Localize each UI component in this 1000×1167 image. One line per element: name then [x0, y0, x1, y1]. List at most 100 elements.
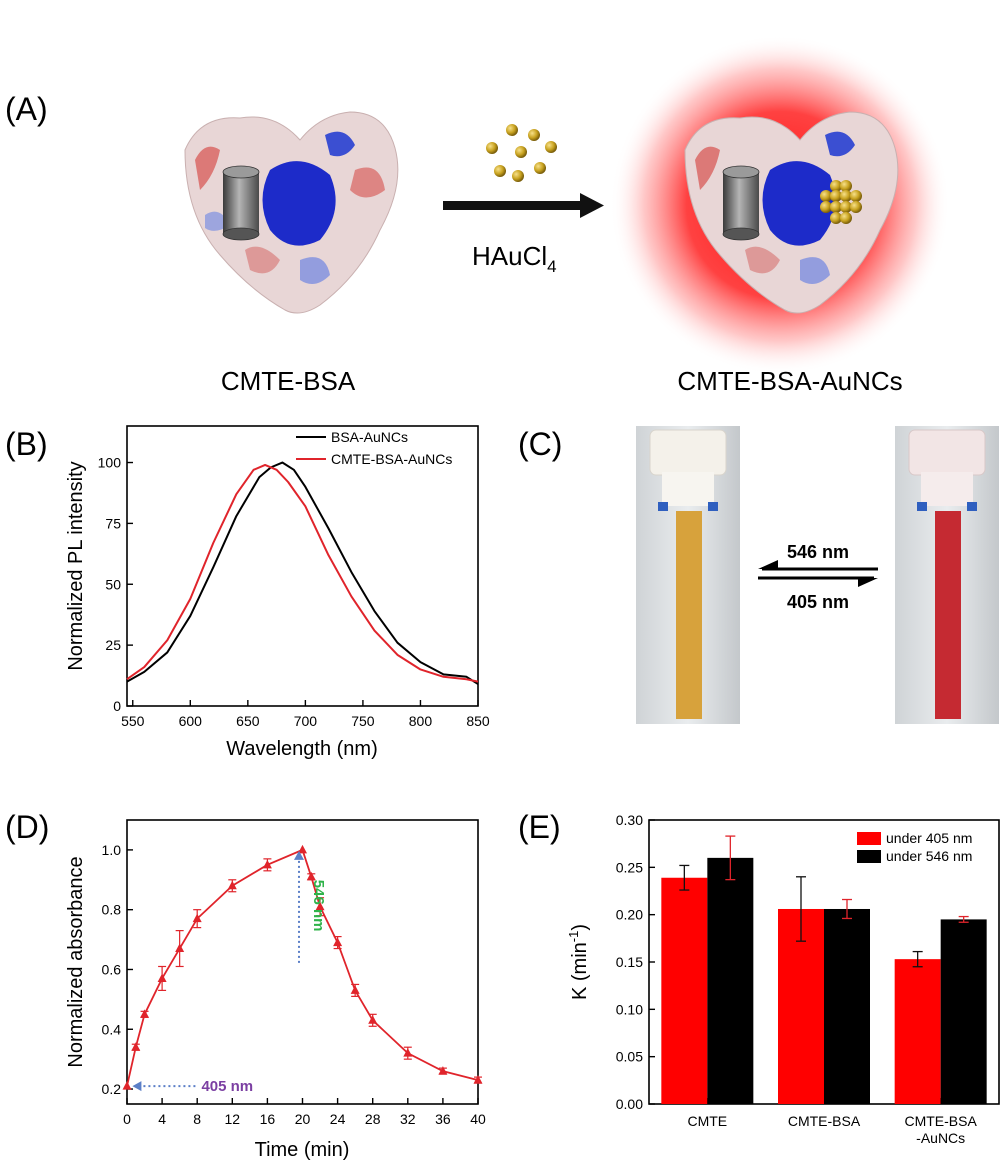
- chart-b-ylabel: Normalized PL intensity: [65, 461, 87, 670]
- x-tick-label: 550: [121, 713, 145, 729]
- y-tick-label: 0.10: [616, 1001, 643, 1017]
- panel-d-label: (D): [5, 809, 49, 845]
- x-tick-label: 650: [236, 713, 260, 729]
- y-tick-label: 0.20: [616, 907, 643, 923]
- equilibrium-arrows-icon: [758, 560, 878, 587]
- cuvette-red-image: [895, 426, 999, 724]
- x-tick-label: 600: [179, 713, 203, 729]
- x-tick-label: 700: [294, 713, 318, 729]
- data-point: [333, 937, 343, 947]
- x-tick-label: 4: [158, 1111, 166, 1127]
- legend-label: BSA-AuNCs: [331, 429, 408, 445]
- cylinder-icon: [722, 165, 760, 241]
- panel-b: (B) 550 600 650 700 750 800 850 0 25 50 75 100 BSA-…: [5, 425, 490, 760]
- annotation-405: 405 nm: [201, 1078, 253, 1095]
- chart-d-xlabel: Time (min): [255, 1139, 350, 1161]
- chart-b-ticks: 550 600 650 700 750 800 850 0 25 50 75 100: [98, 455, 490, 729]
- x-tick-label: 32: [400, 1111, 416, 1127]
- y-tick-label: 0.2: [102, 1081, 122, 1097]
- chart-d-ticks: 0 4 8 12 16 20 24 28 32 36 40 0.2 0.4 0.6 0.8 1.0: [102, 842, 486, 1127]
- legend-label: under 546 nm: [886, 848, 972, 864]
- legend-label: under 405 nm: [886, 830, 972, 846]
- data-point: [306, 871, 316, 881]
- arrow-label-546: 546 nm: [787, 542, 849, 562]
- gold-cluster-icon: [820, 180, 862, 224]
- arrow-head-icon: [293, 850, 304, 860]
- x-tick-label: 850: [466, 713, 490, 729]
- x-tick-label: 36: [435, 1111, 451, 1127]
- data-point: [131, 1042, 141, 1051]
- reaction-arrow-icon: [443, 193, 604, 218]
- x-tick-label: 0: [123, 1111, 131, 1127]
- chart-e-ylabel: K (min-1): [566, 924, 591, 1000]
- y-tick-label: 0.30: [616, 812, 643, 828]
- right-caption: CMTE-BSA-AuNCs: [677, 366, 902, 396]
- y-tick-label: 25: [105, 637, 121, 653]
- bar-405: [661, 877, 708, 1104]
- data-point: [473, 1075, 483, 1084]
- y-tick-label: 100: [98, 455, 122, 471]
- y-tick-label: 0.8: [102, 902, 122, 918]
- gold-particles-icon: [486, 124, 557, 182]
- data-point: [227, 880, 237, 890]
- arrow-head-icon: [132, 1081, 142, 1092]
- panel-a-label: (A): [5, 91, 48, 127]
- legend-label: CMTE-BSA-AuNCs: [331, 451, 452, 467]
- y-tick-label: 0: [113, 698, 121, 714]
- x-tick-label: CMTE: [687, 1113, 727, 1129]
- left-caption: CMTE-BSA: [221, 366, 356, 396]
- legend-swatch: [857, 850, 881, 863]
- x-tick-label: 24: [330, 1111, 346, 1127]
- y-tick-label: 75: [105, 515, 121, 531]
- chart-d-series: [122, 844, 483, 1090]
- series-line-1: [126, 463, 479, 683]
- chart-b-xlabel: Wavelength (nm): [226, 738, 378, 760]
- y-tick-label: 0.25: [616, 859, 643, 875]
- chart-e-bars: [661, 835, 987, 1104]
- data-point: [157, 973, 167, 982]
- panel-d: (D) 0 4 8 12 16 20 24 28 32 36 40 0.2 0.4 0.6 0.8 1.0 4…: [5, 809, 486, 1161]
- data-point: [438, 1066, 448, 1075]
- bar-546: [707, 857, 754, 1104]
- y-tick-label: 0.6: [102, 961, 122, 977]
- cuvette-yellow-image: [636, 426, 740, 724]
- data-point: [175, 943, 185, 953]
- data-point: [368, 1015, 378, 1024]
- data-point: [192, 913, 202, 923]
- chart-d-ylabel: Normalized absorbance: [65, 856, 87, 1067]
- x-tick-label: 20: [295, 1111, 311, 1127]
- annotation-546: 546 nm: [310, 880, 327, 932]
- legend-swatch: [857, 832, 881, 845]
- bar-546: [824, 908, 870, 1104]
- panel-a: (A): [5, 35, 950, 396]
- y-tick-label: 0.05: [616, 1049, 643, 1065]
- data-point: [403, 1048, 413, 1057]
- y-tick-label: 0.15: [616, 954, 643, 970]
- chart-e-legend: under 405 nm under 546 nm: [857, 830, 972, 864]
- y-tick-label: 50: [105, 576, 121, 592]
- cylinder-icon: [222, 165, 260, 241]
- x-tick-label: 16: [260, 1111, 276, 1127]
- data-point: [298, 844, 307, 854]
- chart-b-frame: [126, 425, 479, 707]
- bar-405: [894, 959, 941, 1104]
- data-point: [262, 859, 272, 869]
- x-tick-label: 28: [365, 1111, 381, 1127]
- data-point: [315, 901, 325, 911]
- chart-b-legend: BSA-AuNCs CMTE-BSA-AuNCs: [296, 429, 452, 467]
- x-tick-label: 40: [470, 1111, 486, 1127]
- panel-b-label: (B): [5, 426, 48, 462]
- panel-e: (E) 0.00 0.05 0.10 0.15 0.20 0.25 0.30 CMTE CMTE…: [518, 809, 1000, 1146]
- reagent-label: HAuCl4: [472, 241, 557, 276]
- y-tick-label: 1.0: [102, 842, 122, 858]
- series-line-0: [126, 461, 479, 685]
- x-tick-label: 800: [409, 713, 433, 729]
- panel-c: (C) 546 nm 405 nm: [518, 426, 999, 724]
- chart-d-annotations: 405 nm 546 nm: [132, 850, 327, 1095]
- data-point: [350, 985, 360, 994]
- panel-e-label: (E): [518, 809, 561, 845]
- y-tick-label: 0.00: [616, 1096, 643, 1112]
- x-tick-label: CMTE-BSA: [788, 1113, 861, 1129]
- x-tick-label: CMTE-BSA -AuNCs: [904, 1113, 977, 1146]
